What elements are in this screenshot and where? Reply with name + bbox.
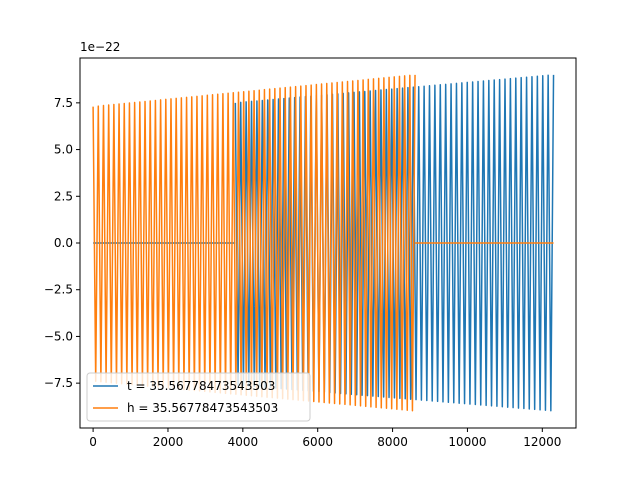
y-tick-label: 0.0 bbox=[54, 236, 73, 250]
x-tick-label: 6000 bbox=[302, 435, 333, 449]
y-tick-label: −7.5 bbox=[44, 376, 73, 390]
x-tick-label: 8000 bbox=[377, 435, 408, 449]
legend-label-0: t = 35.56778473543503 bbox=[127, 379, 275, 393]
y-tick-label: −5.0 bbox=[44, 329, 73, 343]
x-axis: 0 2000 4000 6000 8000 10000 12000 bbox=[89, 428, 561, 449]
x-tick-label: 10000 bbox=[448, 435, 486, 449]
legend: t = 35.56778473543503 h = 35.567784735435… bbox=[86, 372, 311, 422]
legend-label-1: h = 35.56778473543503 bbox=[127, 401, 278, 415]
series-layer bbox=[92, 74, 555, 412]
x-tick-label: 0 bbox=[89, 435, 97, 449]
x-tick-label: 12000 bbox=[523, 435, 561, 449]
y-tick-label: −2.5 bbox=[44, 283, 73, 297]
series-line-1 bbox=[92, 74, 554, 412]
x-tick-label: 2000 bbox=[153, 435, 184, 449]
y-tick-label: 2.5 bbox=[54, 189, 73, 203]
x-tick-label: 4000 bbox=[228, 435, 259, 449]
y-tick-label: 7.5 bbox=[54, 96, 73, 110]
y-offset-text: 1e−22 bbox=[80, 40, 120, 54]
y-tick-label: 5.0 bbox=[54, 143, 73, 157]
legend-box bbox=[86, 372, 311, 422]
y-axis: −7.5 −5.0 −2.5 0.0 2.5 5.0 7.5 bbox=[44, 96, 80, 390]
